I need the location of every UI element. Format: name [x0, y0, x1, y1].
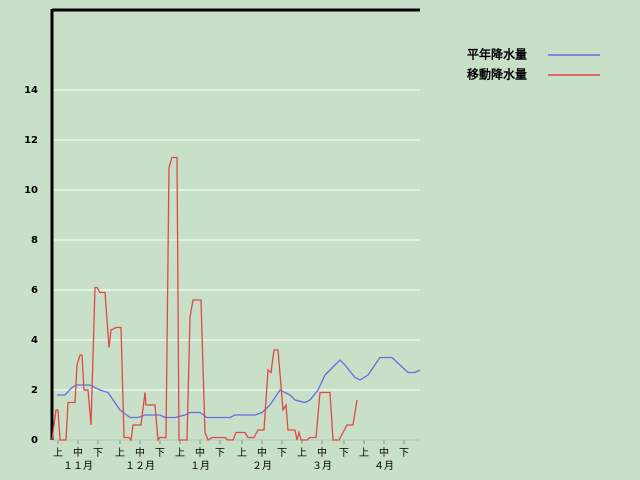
x-tick-label: 上 [297, 447, 307, 459]
y-tick-label: 6 [31, 285, 38, 296]
series-line [57, 356, 421, 419]
y-tick-label: 0 [31, 435, 38, 446]
y-tick-label: 8 [31, 235, 38, 246]
month-label: ４月 [374, 460, 394, 472]
month-label: １２月 [125, 460, 155, 472]
legend-text: 移動降水量 [467, 67, 527, 82]
y-tick-label: 2 [31, 385, 38, 396]
x-tick-label: 中 [73, 446, 83, 459]
x-tick-label: 下 [339, 448, 349, 459]
y-tick-label: 12 [24, 135, 38, 146]
y-tick-label: 10 [24, 185, 38, 196]
month-label: ２月 [252, 460, 272, 472]
x-tick-label: 上 [115, 447, 125, 459]
x-tick-label: 上 [359, 447, 369, 459]
x-tick-label: 上 [237, 447, 247, 459]
series-line [51, 156, 358, 442]
month-label: ３月 [312, 460, 332, 472]
x-tick-label: 下 [277, 448, 287, 459]
x-tick-label: 中 [257, 446, 267, 459]
x-tick-label: 中 [317, 446, 327, 459]
legend-text: 平年降水量 [467, 47, 527, 62]
x-tick-label: 下 [215, 448, 225, 459]
x-tick-label: 下 [93, 448, 103, 459]
x-tick-label: 上 [175, 447, 185, 459]
x-tick-label: 下 [155, 448, 165, 459]
x-tick-label: 中 [135, 446, 145, 459]
x-tick-label: 中 [195, 446, 205, 459]
y-tick-label: 4 [31, 335, 38, 346]
x-tick-label: 下 [399, 448, 409, 459]
y-tick-label: 14 [24, 85, 38, 96]
x-tick-label: 上 [53, 447, 63, 459]
month-label: １月 [190, 460, 210, 472]
x-tick-label: 中 [379, 446, 389, 459]
month-label: １１月 [63, 460, 93, 472]
